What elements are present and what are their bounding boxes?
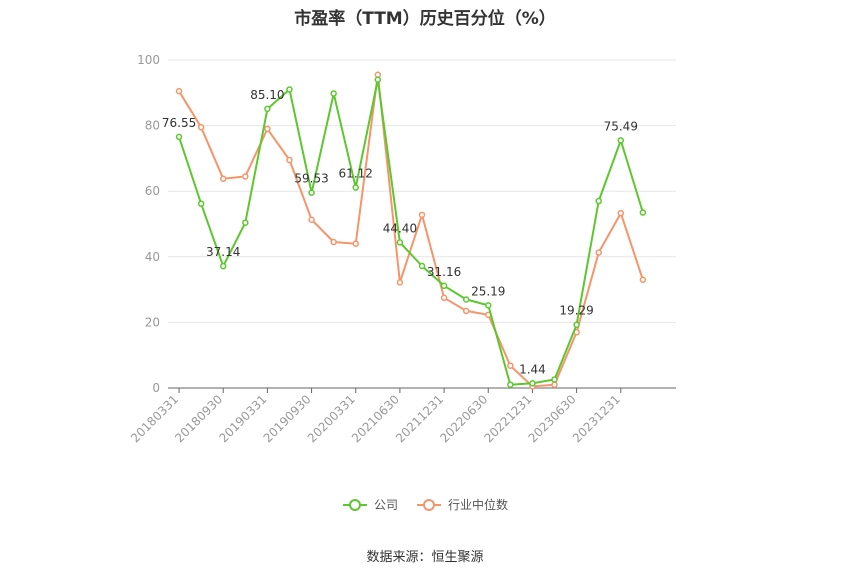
- data-label: 76.55: [162, 116, 196, 130]
- industry-median-point: [286, 156, 293, 164]
- company-point: [242, 219, 249, 226]
- legend-industry-icon: [417, 498, 441, 511]
- industry-median-point: [507, 362, 514, 369]
- industry-median-point: [242, 173, 249, 180]
- industry-median-point: [330, 238, 337, 246]
- industry-median-point: [617, 209, 625, 217]
- company-point: [595, 197, 602, 205]
- industry-median-point: [440, 294, 448, 302]
- legend-company-label: 公司: [373, 498, 398, 512]
- legend-item-industry-median[interactable]: 行业中位数: [416, 496, 508, 513]
- company-point: [197, 200, 205, 207]
- grid-lines: [168, 59, 676, 323]
- y-tick-label: 0: [152, 381, 160, 395]
- company-point: [352, 184, 359, 191]
- company-point: [639, 209, 647, 216]
- industry-median-point: [197, 123, 205, 131]
- legend: 公司 行业中位数: [0, 496, 850, 513]
- legend-item-company[interactable]: 公司: [342, 496, 398, 513]
- y-tick-label: 20: [145, 315, 160, 329]
- y-tick-label: 40: [145, 250, 160, 264]
- data-label: 19.29: [559, 304, 593, 318]
- industry-median-line: [178, 73, 644, 388]
- data-label: 75.49: [604, 119, 638, 133]
- series-lines: [175, 71, 647, 390]
- company-point: [573, 321, 580, 328]
- legend-industry-label: 行业中位数: [448, 498, 509, 512]
- company-point: [396, 239, 404, 246]
- company-line: [178, 78, 644, 386]
- company-point: [374, 76, 382, 83]
- data-source-note: 数据来源：恒生聚源: [366, 550, 484, 565]
- data-label: 59.53: [294, 172, 328, 186]
- data-label: 25.19: [471, 284, 505, 298]
- company-point: [507, 381, 514, 388]
- company-point: [308, 189, 315, 196]
- company-point: [330, 90, 337, 97]
- data-label: 85.10: [250, 88, 284, 102]
- y-tick-label: 60: [145, 184, 160, 198]
- y-tick-label: 80: [145, 119, 160, 133]
- legend-company-icon: [342, 498, 367, 511]
- industry-median-point: [639, 276, 647, 284]
- industry-median-point: [418, 211, 426, 219]
- industry-median-point: [595, 249, 602, 256]
- company-point: [529, 380, 536, 387]
- industry-median-point: [175, 87, 183, 95]
- chart-title: 市盈率（TTM）历史百分位（%）: [294, 9, 556, 29]
- y-tick-label: 100: [137, 53, 160, 67]
- industry-median-point: [219, 175, 227, 182]
- company-point: [286, 86, 293, 93]
- industry-median-point: [551, 381, 558, 388]
- company-point: [551, 376, 558, 383]
- company-point: [264, 105, 271, 113]
- industry-median-point: [462, 307, 470, 315]
- industry-median-point: [352, 240, 359, 247]
- industry-median-point: [396, 279, 404, 286]
- industry-median-point: [264, 125, 271, 133]
- data-label: 61.12: [339, 167, 373, 181]
- company-point: [617, 137, 625, 144]
- data-label: 31.16: [427, 265, 461, 279]
- data-label: 44.40: [383, 221, 417, 235]
- company-point: [485, 302, 492, 309]
- x-tick-label: 20231231: [570, 392, 623, 445]
- company-point: [462, 296, 470, 303]
- company-point: [418, 262, 426, 270]
- company-point: [175, 133, 183, 141]
- data-label: 37.14: [206, 245, 240, 259]
- data-labels: 76.55 37.14 85.10 59.53 61.12 44.40 31.16 25.19…: [162, 88, 638, 376]
- company-point: [440, 282, 448, 290]
- industry-median-point: [308, 216, 315, 223]
- data-label: 1.44: [519, 362, 546, 376]
- company-point: [219, 262, 227, 270]
